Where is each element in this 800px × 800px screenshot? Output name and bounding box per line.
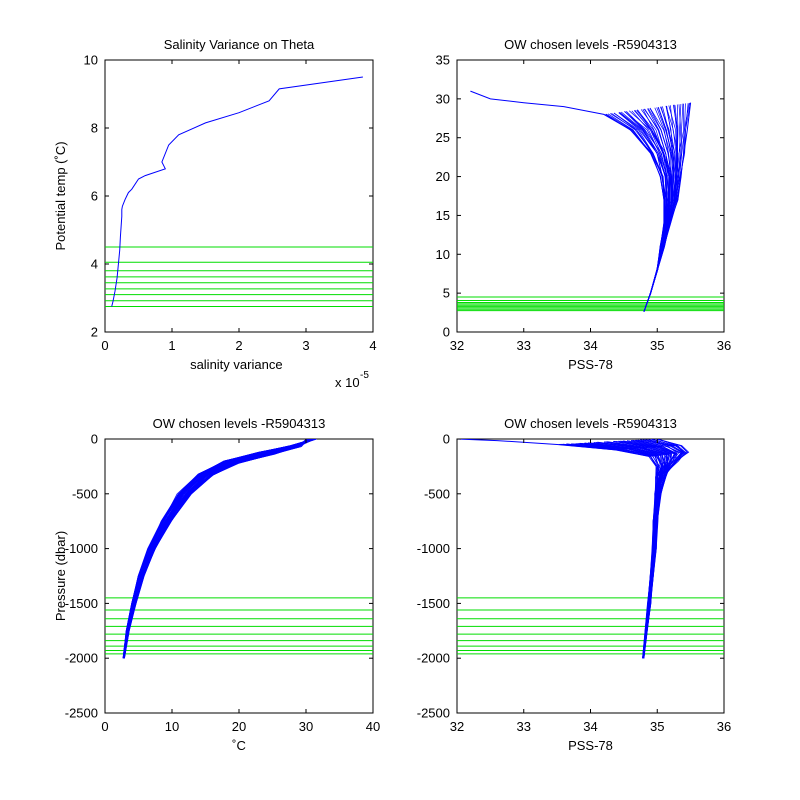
y-tick-label: 0 — [91, 432, 98, 447]
plot-area — [105, 76, 373, 307]
x-tick-label: 35 — [650, 719, 664, 734]
y-tick-label: -2500 — [417, 706, 450, 721]
y-tick-label: -1500 — [65, 596, 98, 611]
plot-frame — [104, 438, 374, 714]
x-exponent-power: -5 — [360, 370, 369, 381]
series-line-0 — [470, 90, 665, 312]
x-tick-label: 36 — [717, 719, 731, 734]
y-tick-label: 6 — [91, 189, 98, 204]
series-line-0 — [122, 439, 317, 659]
plot-frame — [104, 59, 374, 333]
series-line-0 — [457, 439, 658, 659]
chart-title: OW chosen levels -R5904313 — [504, 416, 677, 431]
x-tick-label: 34 — [583, 338, 597, 353]
y-tick-label: -2000 — [65, 651, 98, 666]
y-tick-label: 30 — [436, 91, 450, 106]
y-tick-label: -1500 — [417, 596, 450, 611]
x-tick-label: 33 — [517, 338, 531, 353]
x-tick-label: 10 — [165, 719, 179, 734]
x-tick-label: 32 — [450, 338, 464, 353]
x-axis-label: PSS-78 — [568, 357, 613, 372]
y-axis-label: Pressure (dbar) — [53, 531, 68, 621]
series-line-1 — [643, 102, 692, 312]
x-tick-label: 33 — [517, 719, 531, 734]
y-tick-label: -500 — [424, 486, 450, 501]
y-tick-label: -2000 — [417, 651, 450, 666]
chart-p3: 0 10 20 30 40 -2500 -2000 -1500 -1000 -500 0 OW cho… — [53, 416, 380, 753]
x-tick-label: 35 — [650, 338, 664, 353]
series-line-1 — [123, 439, 310, 659]
x-axis-label: PSS-78 — [568, 738, 613, 753]
x-tick-label: 0 — [101, 719, 108, 734]
chart-p2: 32 33 34 35 36 0 5 10 15 20 25 30 35 OW chosen levels… — [436, 37, 732, 372]
y-tick-label: 15 — [436, 208, 450, 223]
y-tick-label: 10 — [84, 53, 98, 68]
x-tick-label: 4 — [369, 338, 376, 353]
y-tick-label: 2 — [91, 325, 98, 340]
chart-p4: 32 33 34 35 36 -2500 -2000 -1500 -1000 -500 0 OW ch… — [417, 416, 731, 753]
x-exponent-label: x 10 — [335, 375, 360, 390]
x-tick-label: 30 — [299, 719, 313, 734]
plot-area — [457, 439, 724, 659]
x-tick-label: 32 — [450, 719, 464, 734]
x-tick-label: 34 — [583, 719, 597, 734]
y-tick-label: -2500 — [65, 706, 98, 721]
x-axis-label: salinity variance — [190, 357, 283, 372]
y-tick-label: 20 — [436, 169, 450, 184]
x-tick-label: 36 — [717, 338, 731, 353]
y-tick-label: 25 — [436, 130, 450, 145]
chart-p1: 0 1 2 3 4 2 4 6 8 10 Salinity Variance on Theta sal… — [53, 37, 377, 390]
y-tick-label: -1000 — [65, 541, 98, 556]
y-tick-label: 4 — [91, 257, 98, 272]
y-tick-label: 8 — [91, 121, 98, 136]
x-tick-label: 20 — [232, 719, 246, 734]
x-tick-label: 0 — [101, 338, 108, 353]
x-axis-label: ˚C — [232, 738, 246, 753]
y-tick-label: 0 — [443, 432, 450, 447]
plot-frame — [456, 438, 725, 714]
y-tick-label: 5 — [443, 286, 450, 301]
y-tick-label: 0 — [443, 325, 450, 340]
x-tick-label: 40 — [366, 719, 380, 734]
x-tick-label: 3 — [302, 338, 309, 353]
plot-area — [105, 439, 373, 659]
y-axis-label: Potential temp (˚C) — [53, 141, 68, 250]
x-tick-label: 2 — [235, 338, 242, 353]
y-tick-label: -1000 — [417, 541, 450, 556]
plot-frame — [456, 59, 725, 333]
x-tick-label: 1 — [168, 338, 175, 353]
series-line-1 — [643, 439, 689, 659]
y-tick-label: -500 — [72, 486, 98, 501]
y-tick-label: 10 — [436, 247, 450, 262]
chart-title: OW chosen levels -R5904313 — [504, 37, 677, 52]
y-tick-label: 35 — [436, 53, 450, 68]
series-line-0 — [111, 76, 363, 307]
chart-title: OW chosen levels -R5904313 — [153, 416, 326, 431]
chart-title: Salinity Variance on Theta — [164, 37, 315, 52]
plot-area — [457, 90, 724, 312]
